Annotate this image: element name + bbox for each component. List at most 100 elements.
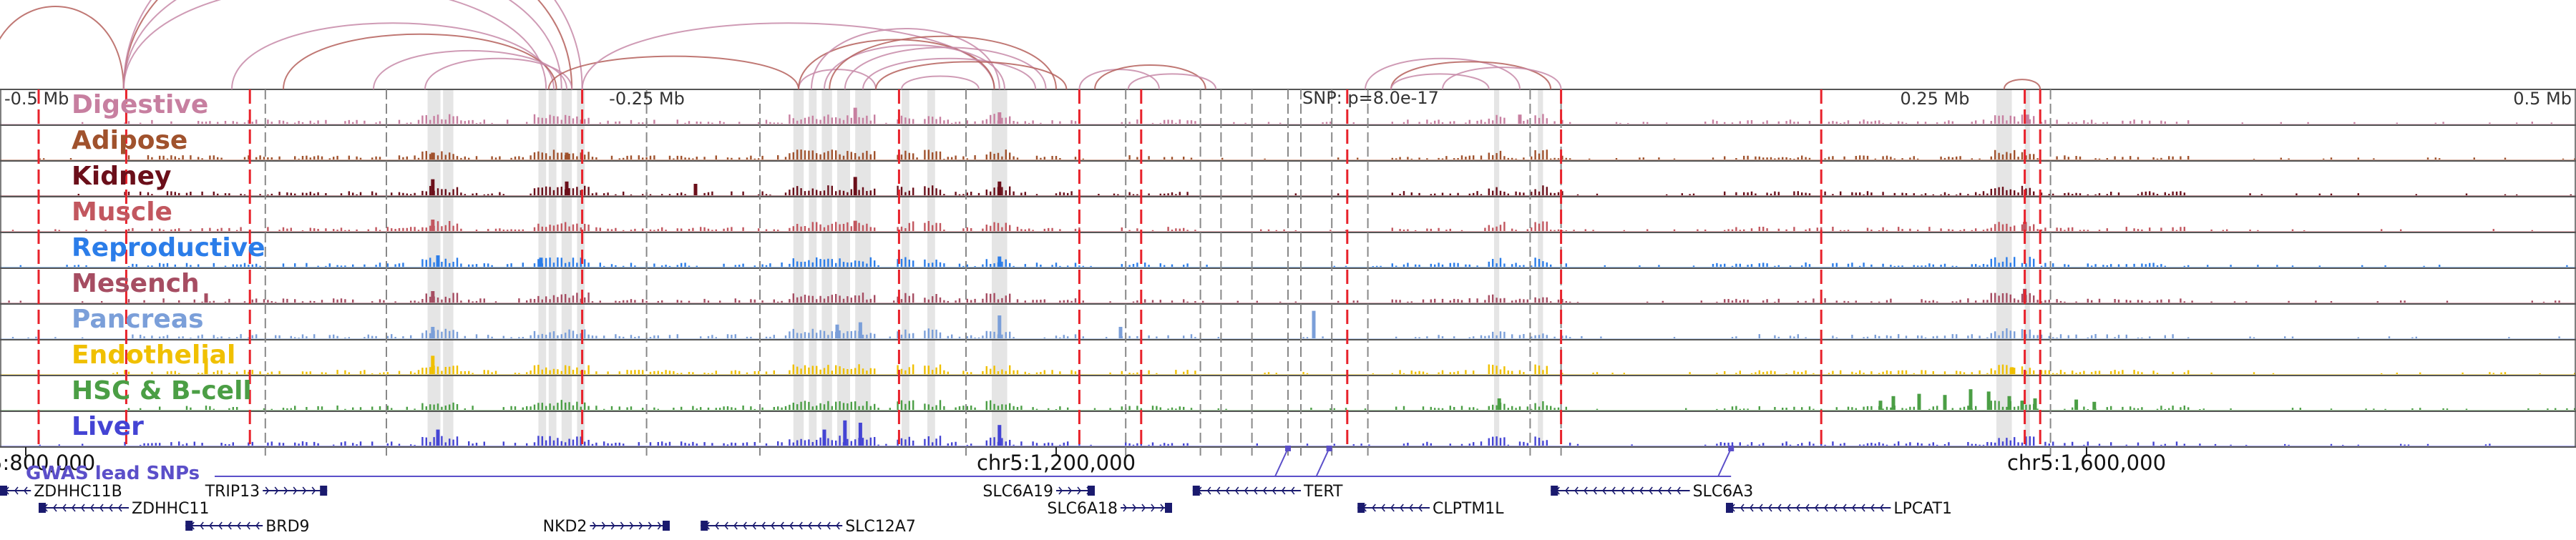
gene-strand-arrows	[1058, 486, 1091, 495]
gene-label: TRIP13	[205, 483, 260, 501]
distance-scale-label: 0.5 Mb	[2513, 89, 2572, 109]
signal-peak	[853, 177, 857, 195]
gwas-snp-marker[interactable]	[1326, 446, 1332, 451]
track-label: Adipose	[72, 126, 187, 155]
chromatin-loop-arc	[811, 28, 1000, 90]
chromatin-loop-arc	[1127, 73, 1217, 90]
gene-exon	[1192, 486, 1200, 496]
gene-exon	[701, 521, 708, 531]
gene-exon	[1726, 503, 1733, 513]
gene-lpcat1[interactable]: LPCAT1	[1726, 500, 1952, 518]
signal-peak	[204, 293, 208, 303]
gene-clptm1l[interactable]: CLPTM1L	[1357, 500, 1504, 518]
gene-slc6a19[interactable]: SLC6A19	[982, 483, 1095, 501]
gene-label: ZDHHC11B	[34, 483, 122, 501]
signal-peak	[1497, 398, 1501, 410]
gene-slc12a7[interactable]: SLC12A7	[701, 518, 916, 536]
chromatin-loop-arc	[581, 22, 995, 90]
signal-peak	[1968, 389, 1973, 410]
chromatin-loop-arc	[0, 6, 125, 90]
gene-strand-arrows	[592, 521, 662, 530]
track-label: Kidney	[72, 162, 172, 191]
gene-trip13[interactable]: TRIP13	[205, 483, 328, 501]
gene-strand-arrows	[1123, 504, 1165, 512]
signal-peak	[2025, 114, 2029, 124]
chromatin-loop-arc	[373, 50, 567, 90]
track-label: HSC & B-cell	[72, 376, 252, 406]
track-label: Muscle	[72, 197, 172, 227]
gene-exon	[320, 486, 328, 496]
chromatin-loop-arc	[829, 35, 1057, 90]
track-label: Liver	[72, 412, 144, 441]
gene-slc6a3[interactable]: SLC6A3	[1551, 483, 1753, 501]
signal-peak	[1986, 391, 1991, 410]
gene-zdhhc11[interactable]: ZDHHC11	[39, 500, 209, 518]
gwas-snp-marker[interactable]	[1285, 446, 1291, 451]
signal-peak	[858, 322, 862, 338]
signal-peak	[1878, 401, 1883, 410]
chromatin-loop-arc	[231, 22, 555, 90]
chromatin-loop-arc	[122, 0, 547, 90]
chromatin-loop-arc	[844, 46, 1047, 90]
signal-peak	[431, 355, 435, 374]
gene-exon	[1357, 503, 1365, 513]
signal-peak	[2010, 367, 2014, 374]
signal-peak	[853, 220, 857, 231]
gene-label: BRD9	[265, 518, 309, 536]
distance-scale-label: -0.5 Mb	[4, 89, 69, 109]
gene-tert[interactable]: TERT	[1192, 483, 1343, 501]
track-label: Pancreas	[72, 305, 204, 334]
signal-peak	[431, 152, 435, 159]
gene-label: LPCAT1	[1893, 500, 1952, 518]
signal-peak	[1891, 396, 1896, 410]
gwas-snp-marker[interactable]	[1728, 446, 1735, 451]
gene-exon	[185, 521, 193, 531]
chromatin-loop-arc	[122, 0, 562, 90]
chromatin-loop-arc	[824, 44, 1005, 90]
signal-peak	[2020, 401, 2024, 410]
gene-strand-arrows	[265, 486, 316, 495]
gene-label: SLC6A19	[982, 483, 1053, 501]
chromatin-loop-arc	[283, 33, 557, 90]
signal-peak	[565, 181, 569, 195]
chromatin-loop-arc	[547, 55, 799, 90]
track-signal	[11, 221, 2533, 231]
chromatin-loop-arc	[1390, 73, 1490, 90]
gene-label: SLC12A7	[845, 518, 916, 536]
signal-peak	[204, 358, 208, 374]
gwas-snp-link	[1315, 448, 1330, 477]
distance-scale-label: 0.25 Mb	[1900, 89, 1969, 109]
gene-brd9[interactable]: BRD9	[185, 518, 310, 536]
signal-peak	[853, 107, 857, 124]
signal-peak	[2092, 401, 2097, 410]
gene-zdhhc11b[interactable]: ZDHHC11B	[0, 483, 122, 501]
gene-label: ZDHHC11	[132, 500, 209, 518]
gene-slc6a18[interactable]: SLC6A18	[1047, 500, 1172, 518]
track-signal	[127, 400, 2576, 410]
track-label: Mesench	[72, 269, 200, 298]
track-signal	[39, 149, 2576, 159]
gene-exon	[1165, 503, 1172, 513]
distance-scale-label: -0.25 Mb	[609, 89, 685, 109]
chromatin-loop-arc	[862, 57, 1037, 90]
track-signal	[77, 185, 2572, 195]
gene-exon	[663, 521, 670, 531]
signal-peak	[835, 324, 839, 338]
gene-nkd2[interactable]: NKD2	[543, 518, 670, 536]
gene-exon	[1551, 486, 1558, 496]
signal-peak	[431, 220, 435, 231]
signal-peak	[2074, 399, 2079, 410]
gwas-snp-link	[1274, 448, 1289, 477]
signal-peak	[997, 181, 1002, 195]
gene-label: SLC6A3	[1693, 483, 1754, 501]
signal-peak	[1518, 114, 1522, 124]
signal-peak	[436, 255, 440, 267]
track-signal	[39, 436, 2491, 446]
chromatin-loop-arc	[1442, 67, 1562, 90]
gene-label: CLPTM1L	[1433, 500, 1504, 518]
signal-peak	[2007, 396, 2011, 410]
signal-peak	[858, 423, 862, 446]
signal-peak	[565, 152, 569, 159]
